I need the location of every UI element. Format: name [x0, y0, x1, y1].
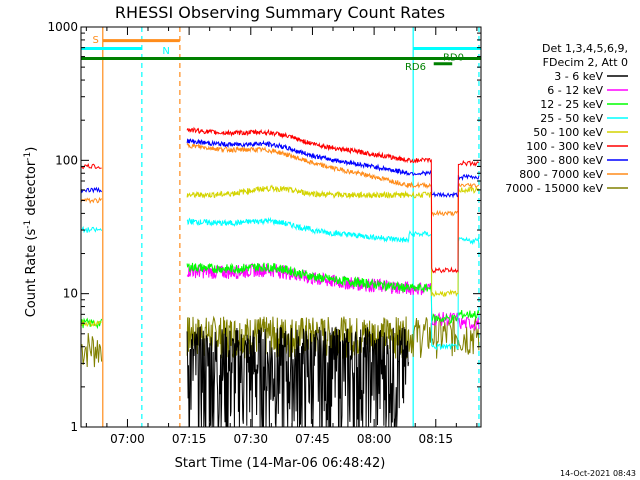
plot-timestamp: 14-Oct-2021 08:43: [560, 469, 636, 478]
legend-label: 25 - 50 keV: [540, 112, 603, 125]
legend-header-line-2: FDecim 2, Att 0: [543, 56, 628, 69]
x-tick-label: 07:30: [233, 432, 268, 446]
x-axis-label: Start Time (14-Mar-06 06:48:42): [175, 456, 386, 471]
x-tick-label: 08:00: [357, 432, 392, 446]
series-line: [186, 138, 480, 199]
legend-label: 12 - 25 keV: [540, 98, 603, 111]
x-axis: 07:00 07:15 07:30 07:45 08:00 08:15: [85, 27, 478, 446]
plot-frame: [80, 26, 482, 428]
chart-title: RHESSI Observing Summary Count Rates: [115, 3, 445, 22]
series-line: [186, 126, 480, 274]
legend-label: 50 - 100 keV: [533, 126, 603, 139]
y-tick-label: 100: [55, 153, 78, 167]
y-tick-label: 1: [70, 420, 78, 434]
legend-label: 7000 - 15000 keV: [505, 182, 603, 195]
series-line: [186, 142, 480, 218]
plot-area: S N RD0 RD6: [80, 27, 481, 428]
flag-label-rd6: RD6: [405, 62, 426, 73]
legend-label: 3 - 6 keV: [554, 70, 603, 83]
legend-header-line-1: Det 1,3,4,5,6,9,: [542, 42, 628, 55]
series-line: [186, 262, 480, 324]
y-tick-label: 1000: [47, 20, 78, 34]
x-tick-label: 08:15: [418, 432, 453, 446]
legend-label: 800 - 7000 keV: [519, 168, 603, 181]
series-line: [80, 319, 102, 328]
legend-label: 6 - 12 keV: [547, 84, 603, 97]
y-axis: 1 10 100 1000: [47, 20, 481, 434]
x-tick-label: 07:15: [172, 432, 207, 446]
y-tick-label: 10: [63, 287, 78, 301]
series-line: [186, 326, 410, 428]
flag-label-s: S: [93, 35, 99, 46]
x-tick-label: 07:00: [110, 432, 145, 446]
x-tick-label: 07:45: [295, 432, 330, 446]
series-line: [80, 225, 103, 234]
y-axis-label: Count Rate (s-1 detector-1): [23, 147, 39, 318]
series-line: [186, 184, 480, 298]
flag-label-rd0: RD0: [443, 53, 464, 64]
series-line: [80, 333, 103, 368]
flag-label-n: N: [162, 46, 169, 57]
chart-legend: Det 1,3,4,5,6,9, FDecim 2, Att 0 3 - 6 k…: [505, 42, 628, 195]
series-line: [186, 216, 480, 351]
legend-label: 100 - 300 keV: [526, 140, 603, 153]
legend-label: 300 - 800 keV: [526, 154, 603, 167]
